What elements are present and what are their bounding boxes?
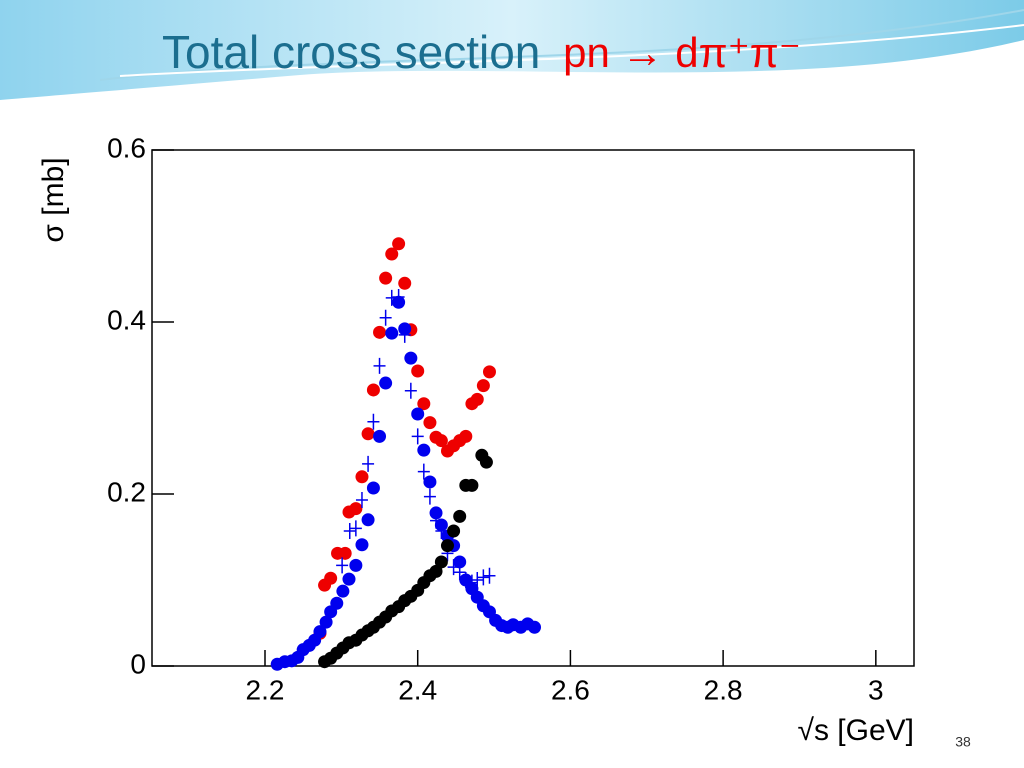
- x-axis-label: √s [GeV]: [798, 714, 915, 747]
- y-tick-label: 0.6: [107, 132, 146, 163]
- point-marker: [411, 407, 425, 421]
- point-marker: [379, 376, 393, 390]
- slide-number: 38: [955, 734, 971, 750]
- title-text: Total cross section: [162, 26, 540, 78]
- cross-marker: [367, 413, 380, 430]
- point-marker: [440, 539, 454, 553]
- point-marker: [434, 555, 448, 569]
- point-marker: [453, 509, 467, 523]
- cross-marker: [435, 522, 448, 539]
- point-marker: [338, 546, 352, 560]
- cross-marker: [423, 488, 436, 505]
- point-marker: [417, 443, 431, 457]
- point-marker: [361, 513, 375, 527]
- point-marker: [453, 555, 467, 569]
- x-tick-label: 2.6: [551, 674, 590, 705]
- point-marker: [404, 351, 418, 365]
- point-marker: [528, 620, 542, 634]
- cross-marker: [471, 572, 484, 588]
- point-marker: [417, 397, 431, 411]
- point-marker: [355, 538, 369, 552]
- cross-marker: [343, 522, 356, 539]
- header-decoration: [0, 0, 1024, 100]
- cross-marker: [447, 559, 460, 576]
- point-marker: [423, 475, 437, 489]
- point-marker: [434, 434, 448, 448]
- point-marker: [482, 365, 496, 379]
- point-marker: [373, 325, 387, 339]
- cross-marker: [411, 428, 424, 445]
- point-marker: [398, 276, 412, 290]
- point-marker: [330, 596, 344, 610]
- point-marker: [366, 383, 380, 397]
- cross-marker: [373, 357, 386, 374]
- x-tick-label: 2.4: [398, 674, 437, 705]
- point-marker: [447, 524, 461, 538]
- x-tick-label: 3: [868, 674, 884, 705]
- point-marker: [470, 392, 484, 406]
- point-marker: [411, 364, 425, 378]
- cross-marker: [379, 309, 392, 326]
- cross-marker: [430, 512, 443, 529]
- y-tick-label: 0.4: [107, 304, 146, 335]
- y-axis-label: σ [mb]: [37, 157, 70, 242]
- point-marker: [336, 584, 350, 598]
- cross-marker: [404, 382, 417, 399]
- cross-marker: [483, 567, 496, 584]
- point-marker: [385, 326, 399, 340]
- cross-marker: [459, 572, 472, 588]
- cross-marker: [355, 492, 368, 509]
- point-marker: [366, 481, 380, 495]
- point-marker: [423, 416, 437, 430]
- point-marker: [385, 247, 399, 261]
- point-marker: [479, 455, 493, 469]
- point-marker: [361, 427, 375, 441]
- cross-marker: [398, 326, 411, 343]
- point-marker: [342, 572, 356, 586]
- cross-marker: [465, 574, 478, 591]
- point-marker: [476, 379, 490, 393]
- title-reaction: pn → dπ⁺π⁻: [563, 29, 801, 76]
- point-marker: [459, 429, 473, 443]
- point-marker: [324, 571, 338, 585]
- cross-marker: [392, 289, 405, 306]
- point-marker: [429, 564, 443, 578]
- point-marker: [392, 237, 406, 251]
- cross-marker: [349, 520, 362, 537]
- x-tick-label: 2.2: [246, 674, 285, 705]
- y-tick-label: 0: [130, 648, 146, 679]
- point-marker: [349, 558, 363, 572]
- point-marker: [465, 478, 479, 492]
- cross-marker: [417, 463, 430, 480]
- y-tick-label: 0.2: [107, 476, 146, 507]
- cross-marker: [336, 557, 349, 574]
- point-marker: [379, 271, 393, 285]
- plot-frame: [151, 149, 915, 667]
- cross-marker: [453, 564, 466, 581]
- point-marker: [319, 615, 333, 629]
- x-tick-label: 2.8: [704, 674, 743, 705]
- cross-marker: [385, 289, 398, 306]
- point-marker: [355, 470, 369, 484]
- cross-marker: [477, 569, 490, 586]
- point-marker: [373, 429, 387, 443]
- chart-title: Total cross section pn → dπ⁺π⁻: [162, 26, 801, 78]
- cross-marker: [362, 455, 375, 472]
- point-marker: [349, 502, 363, 516]
- point-marker: [313, 625, 327, 639]
